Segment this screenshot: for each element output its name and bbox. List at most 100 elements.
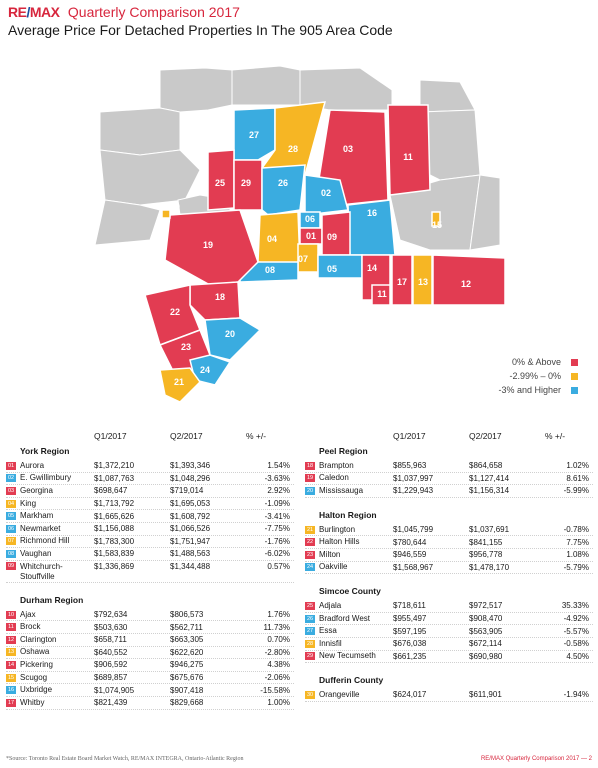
municipality-name: Caledon	[319, 473, 349, 483]
municipality-name: Whitchurch-Stouffville	[20, 561, 63, 581]
table-row: 11 Brock $503,630 $562,711 11.73%	[6, 621, 294, 634]
page-footer: RE/MAX Quarterly Comparison 2017 — 2	[480, 756, 592, 762]
q2-price: $806,573	[170, 610, 204, 620]
municipality-name: Newmarket	[20, 523, 61, 533]
col-q1: Q1/2017	[94, 431, 127, 441]
col-q2: Q2/2017	[170, 431, 203, 441]
label-22: 22	[170, 307, 180, 317]
q1-price: $503,630	[94, 622, 128, 632]
region-number-badge: 16	[6, 686, 16, 695]
q1-price: $1,037,997	[393, 473, 434, 483]
section-durham: Durham Region	[20, 594, 84, 605]
legend-mid: -2.99% – 0%	[498, 369, 578, 383]
q1-price: $661,235	[393, 651, 427, 661]
region-number-badge: 22	[305, 538, 315, 547]
q2-price: $1,344,488	[170, 561, 211, 571]
percent-change: -1.94%	[563, 690, 589, 700]
municipality-name: King	[20, 498, 37, 508]
label-15: 15	[432, 220, 442, 230]
q1-price: $1,336,869	[94, 561, 135, 571]
q1-price: $1,156,088	[94, 524, 135, 534]
label-03: 03	[343, 144, 353, 154]
percent-change: 0.57%	[267, 561, 290, 571]
q2-price: $841,155	[469, 537, 503, 547]
q2-price: $1,156,314	[469, 486, 510, 496]
q1-price: $1,087,763	[94, 473, 135, 483]
percent-change: -15.58%	[260, 685, 290, 695]
percent-change: 1.02%	[566, 461, 589, 471]
q2-price: $690,980	[469, 651, 503, 661]
region-number-badge: 20	[305, 486, 315, 495]
q2-price: $562,711	[170, 622, 203, 632]
table-row: 15 Scugog $689,857 $675,676 -2.06%	[6, 672, 294, 685]
region-12-clarington	[432, 254, 506, 306]
percent-change: 0.70%	[267, 635, 290, 645]
table-row: 23 Milton $946,559 $956,778 1.08%	[305, 549, 593, 562]
table-row: 30 Orangeville $624,017 $611,901 -1.94%	[305, 689, 593, 702]
municipality-name: Milton	[319, 549, 341, 559]
table-header-right: Q1/2017 Q2/2017 % +/-	[305, 431, 593, 444]
percent-change: -0.78%	[563, 525, 589, 535]
table-row: 18 Brampton $855,963 $864,658 1.02%	[305, 460, 593, 473]
q1-price: $1,665,626	[94, 511, 135, 521]
table-row: 24 Oakville $1,568,967 $1,478,170 -5.79%	[305, 562, 593, 575]
table-row: 05 Markham $1,665,626 $1,608,792 -3.41%	[6, 510, 294, 523]
document-title: Quarterly Comparison 2017	[67, 4, 240, 20]
municipality-name: Bradford West	[319, 613, 370, 623]
region-17-whitby	[391, 254, 413, 306]
region-number-badge: 25	[305, 601, 315, 610]
region-13-oshawa	[412, 254, 433, 306]
table-right: Q1/2017 Q2/2017 % +/- Peel Region 18 Bram…	[305, 431, 593, 702]
region-26-bradford	[261, 164, 306, 216]
label-05: 05	[327, 264, 337, 274]
section-peel: Peel Region	[319, 446, 368, 456]
q1-price: $658,711	[94, 635, 127, 645]
table-row: 08 Vaughan $1,583,839 $1,488,563 -6.02%	[6, 548, 294, 561]
q1-price: $624,017	[393, 690, 427, 700]
percent-change: 11.73%	[263, 622, 290, 632]
percent-change: -5.79%	[563, 562, 589, 572]
percent-change: 1.54%	[267, 461, 290, 471]
municipality-name: Halton Hills	[319, 537, 360, 547]
q2-price: $908,470	[469, 614, 503, 624]
q2-price: $1,478,170	[469, 562, 510, 572]
percent-change: -3.41%	[264, 511, 290, 521]
q1-price: $718,611	[393, 601, 426, 611]
q1-price: $821,439	[94, 698, 128, 708]
region-number-badge: 27	[305, 627, 315, 636]
table-row: 07 Richmond Hill $1,783,300 $1,751,947 -1.76…	[6, 536, 294, 549]
region-15-scugog	[431, 211, 441, 227]
region-number-badge: 08	[6, 549, 16, 558]
municipality-name: Mississauga	[319, 485, 364, 495]
region-05-markham	[317, 254, 363, 279]
table-row: 16 Uxbridge $1,074,905 $907,418 -15.58%	[6, 684, 294, 697]
region-number-badge: 04	[6, 499, 16, 508]
municipality-name: Georgina	[20, 485, 53, 495]
municipality-name: Brampton	[319, 460, 354, 470]
percent-change: 1.00%	[267, 698, 290, 708]
legend-below-label: -3% and Higher	[498, 385, 561, 395]
region-number-badge: 23	[305, 550, 315, 559]
region-number-badge: 05	[6, 512, 16, 521]
peel-rows: 18 Brampton $855,963 $864,658 1.02% 19 Caledon…	[305, 460, 593, 498]
q2-price: $1,608,792	[170, 511, 211, 521]
legend-mid-label: -2.99% – 0%	[509, 371, 561, 381]
q2-price: $956,778	[469, 550, 503, 560]
legend-below-swatch	[571, 386, 578, 394]
region-number-badge: 03	[6, 486, 16, 495]
region-number-badge: 15	[6, 673, 16, 682]
q1-price: $1,074,905	[94, 685, 135, 695]
municipality-name: Burlington	[319, 524, 356, 534]
region-number-badge: 01	[6, 461, 16, 470]
region-number-badge: 06	[6, 524, 16, 533]
table-row: 22 Halton Hills $780,644 $841,155 7.75%	[305, 536, 593, 549]
q1-price: $597,195	[393, 626, 427, 636]
q2-price: $1,488,563	[170, 549, 211, 559]
municipality-name: Adjala	[319, 600, 342, 610]
label-28: 28	[288, 144, 298, 154]
table-row: 26 Bradford West $955,497 $908,470 -4.92%	[305, 613, 593, 626]
region-number-badge: 19	[305, 474, 315, 483]
region-number-badge: 02	[6, 474, 16, 483]
york-rows: 01 Aurora $1,372,210 $1,393,346 1.54% 02 E. Gw…	[6, 460, 294, 583]
municipality-name: Markham	[20, 511, 54, 521]
